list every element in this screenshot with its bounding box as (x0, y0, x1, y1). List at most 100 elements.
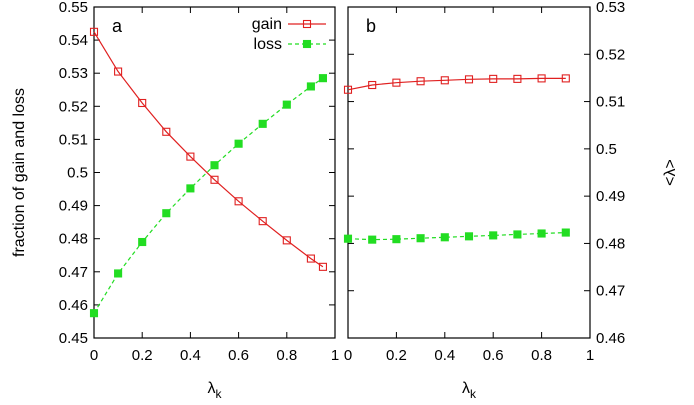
data-point (318, 74, 328, 83)
data-point (440, 76, 449, 85)
data-point (343, 234, 353, 243)
data-point (440, 233, 449, 242)
data-point (489, 74, 498, 83)
x-tick-label: 0.2 (132, 347, 153, 364)
series-line (347, 232, 566, 241)
x-tick-label: 0 (344, 347, 352, 364)
y-tick-label: 0.54 (59, 32, 88, 49)
chart-panel-b: 0 0.2 0.4 0.6 0.8 10.46 0.47 0.48 0.49 0.5 0.51 0.5… (344, 0, 679, 401)
legend-label: loss (254, 36, 282, 53)
data-point (138, 237, 147, 247)
y-tick-label: 0.53 (596, 0, 625, 16)
data-point (234, 139, 243, 148)
data-point (464, 232, 474, 241)
x-axis-label-subscript: k (470, 387, 477, 401)
y-tick-label: 0.45 (59, 330, 88, 347)
series-line (93, 77, 324, 314)
data-point (138, 98, 147, 108)
data-point (368, 80, 377, 90)
y-tick-label: 0.46 (59, 297, 88, 314)
data-point (162, 127, 171, 136)
y-tick-label: 0.53 (59, 65, 88, 82)
series-gain (89, 27, 328, 271)
series-loss (89, 74, 328, 318)
data-point (306, 254, 315, 263)
y-tick-label: 0.51 (596, 94, 625, 111)
data-point (513, 74, 522, 83)
data-point (186, 184, 195, 193)
y-tick-label: 0.5 (67, 165, 88, 182)
data-point (416, 234, 425, 243)
data-point (114, 269, 123, 278)
y-tick-label: 0.48 (59, 231, 88, 248)
x-tick-label: 0.2 (386, 347, 407, 364)
data-point (258, 119, 267, 128)
data-point (561, 228, 570, 237)
y-tick-label: 0.48 (596, 235, 625, 252)
y-tick-label: 0.55 (59, 0, 88, 16)
data-point (537, 229, 546, 238)
y-tick-label: 0.51 (59, 131, 88, 148)
data-point (162, 209, 171, 218)
panel-label: b (366, 16, 376, 36)
data-point (258, 217, 267, 226)
data-point (368, 235, 377, 244)
y-tick-label: 0.52 (596, 46, 625, 63)
plot-frame (93, 6, 336, 339)
data-point (234, 197, 243, 206)
data-point (282, 100, 291, 109)
y-axis-label: fraction of gain and loss (11, 88, 28, 257)
x-axis-label-subscript: k (216, 387, 223, 401)
y-axis-label: <λ> (662, 159, 679, 186)
data-point (513, 230, 522, 239)
x-axis-label-symbol: λ (208, 380, 216, 397)
y-tick-label: 0.47 (59, 264, 88, 281)
legend-label: gain (252, 16, 282, 33)
data-point (89, 309, 99, 318)
legend-marker (302, 19, 312, 29)
data-point (343, 85, 353, 94)
x-axis-label: λk (462, 380, 477, 401)
x-axis-label-symbol: λ (462, 380, 470, 397)
x-tick-label: 0.6 (483, 347, 504, 364)
x-tick-label: 0.6 (228, 347, 249, 364)
panel-label: a (112, 16, 123, 36)
x-tick-label: 0.4 (180, 347, 201, 364)
data-point (186, 152, 195, 161)
data-point (392, 235, 401, 244)
x-tick-label: 0.8 (276, 347, 297, 364)
x-tick-label: 1 (586, 347, 594, 364)
x-tick-label: 0.8 (531, 347, 552, 364)
y-tick-label: 0.5 (596, 141, 617, 158)
y-tick-label: 0.52 (59, 98, 88, 115)
data-point (114, 67, 123, 76)
data-point (210, 161, 219, 170)
y-tick-label: 0.46 (596, 330, 625, 347)
data-point (561, 74, 570, 83)
legend-marker (302, 39, 312, 49)
data-point (464, 75, 474, 84)
series-curve-0 (343, 74, 570, 94)
series-curve-1 (343, 228, 570, 244)
data-point (537, 74, 546, 83)
legend: gain loss (252, 16, 326, 53)
chart-panel-a: 0 0.2 0.4 0.6 0.8 1 0.45 0.46 0.47 0.48 0.49 0.5 0.5… (11, 0, 339, 401)
x-tick-label: 0.4 (434, 347, 455, 364)
plot-frame (347, 6, 591, 339)
data-point (416, 77, 425, 86)
data-point (89, 27, 99, 36)
data-point (306, 82, 315, 91)
x-tick-label: 1 (331, 347, 339, 364)
y-tick-label: 0.49 (596, 188, 625, 205)
data-point (489, 231, 498, 240)
x-tick-label: 0 (90, 347, 98, 364)
x-axis-label: λk (208, 380, 223, 401)
series-line (347, 77, 566, 91)
y-tick-label: 0.49 (59, 198, 88, 215)
data-point (318, 262, 328, 271)
series-line (93, 31, 324, 268)
y-tick-label: 0.47 (596, 283, 625, 300)
data-point (392, 78, 401, 87)
data-point (210, 175, 219, 184)
